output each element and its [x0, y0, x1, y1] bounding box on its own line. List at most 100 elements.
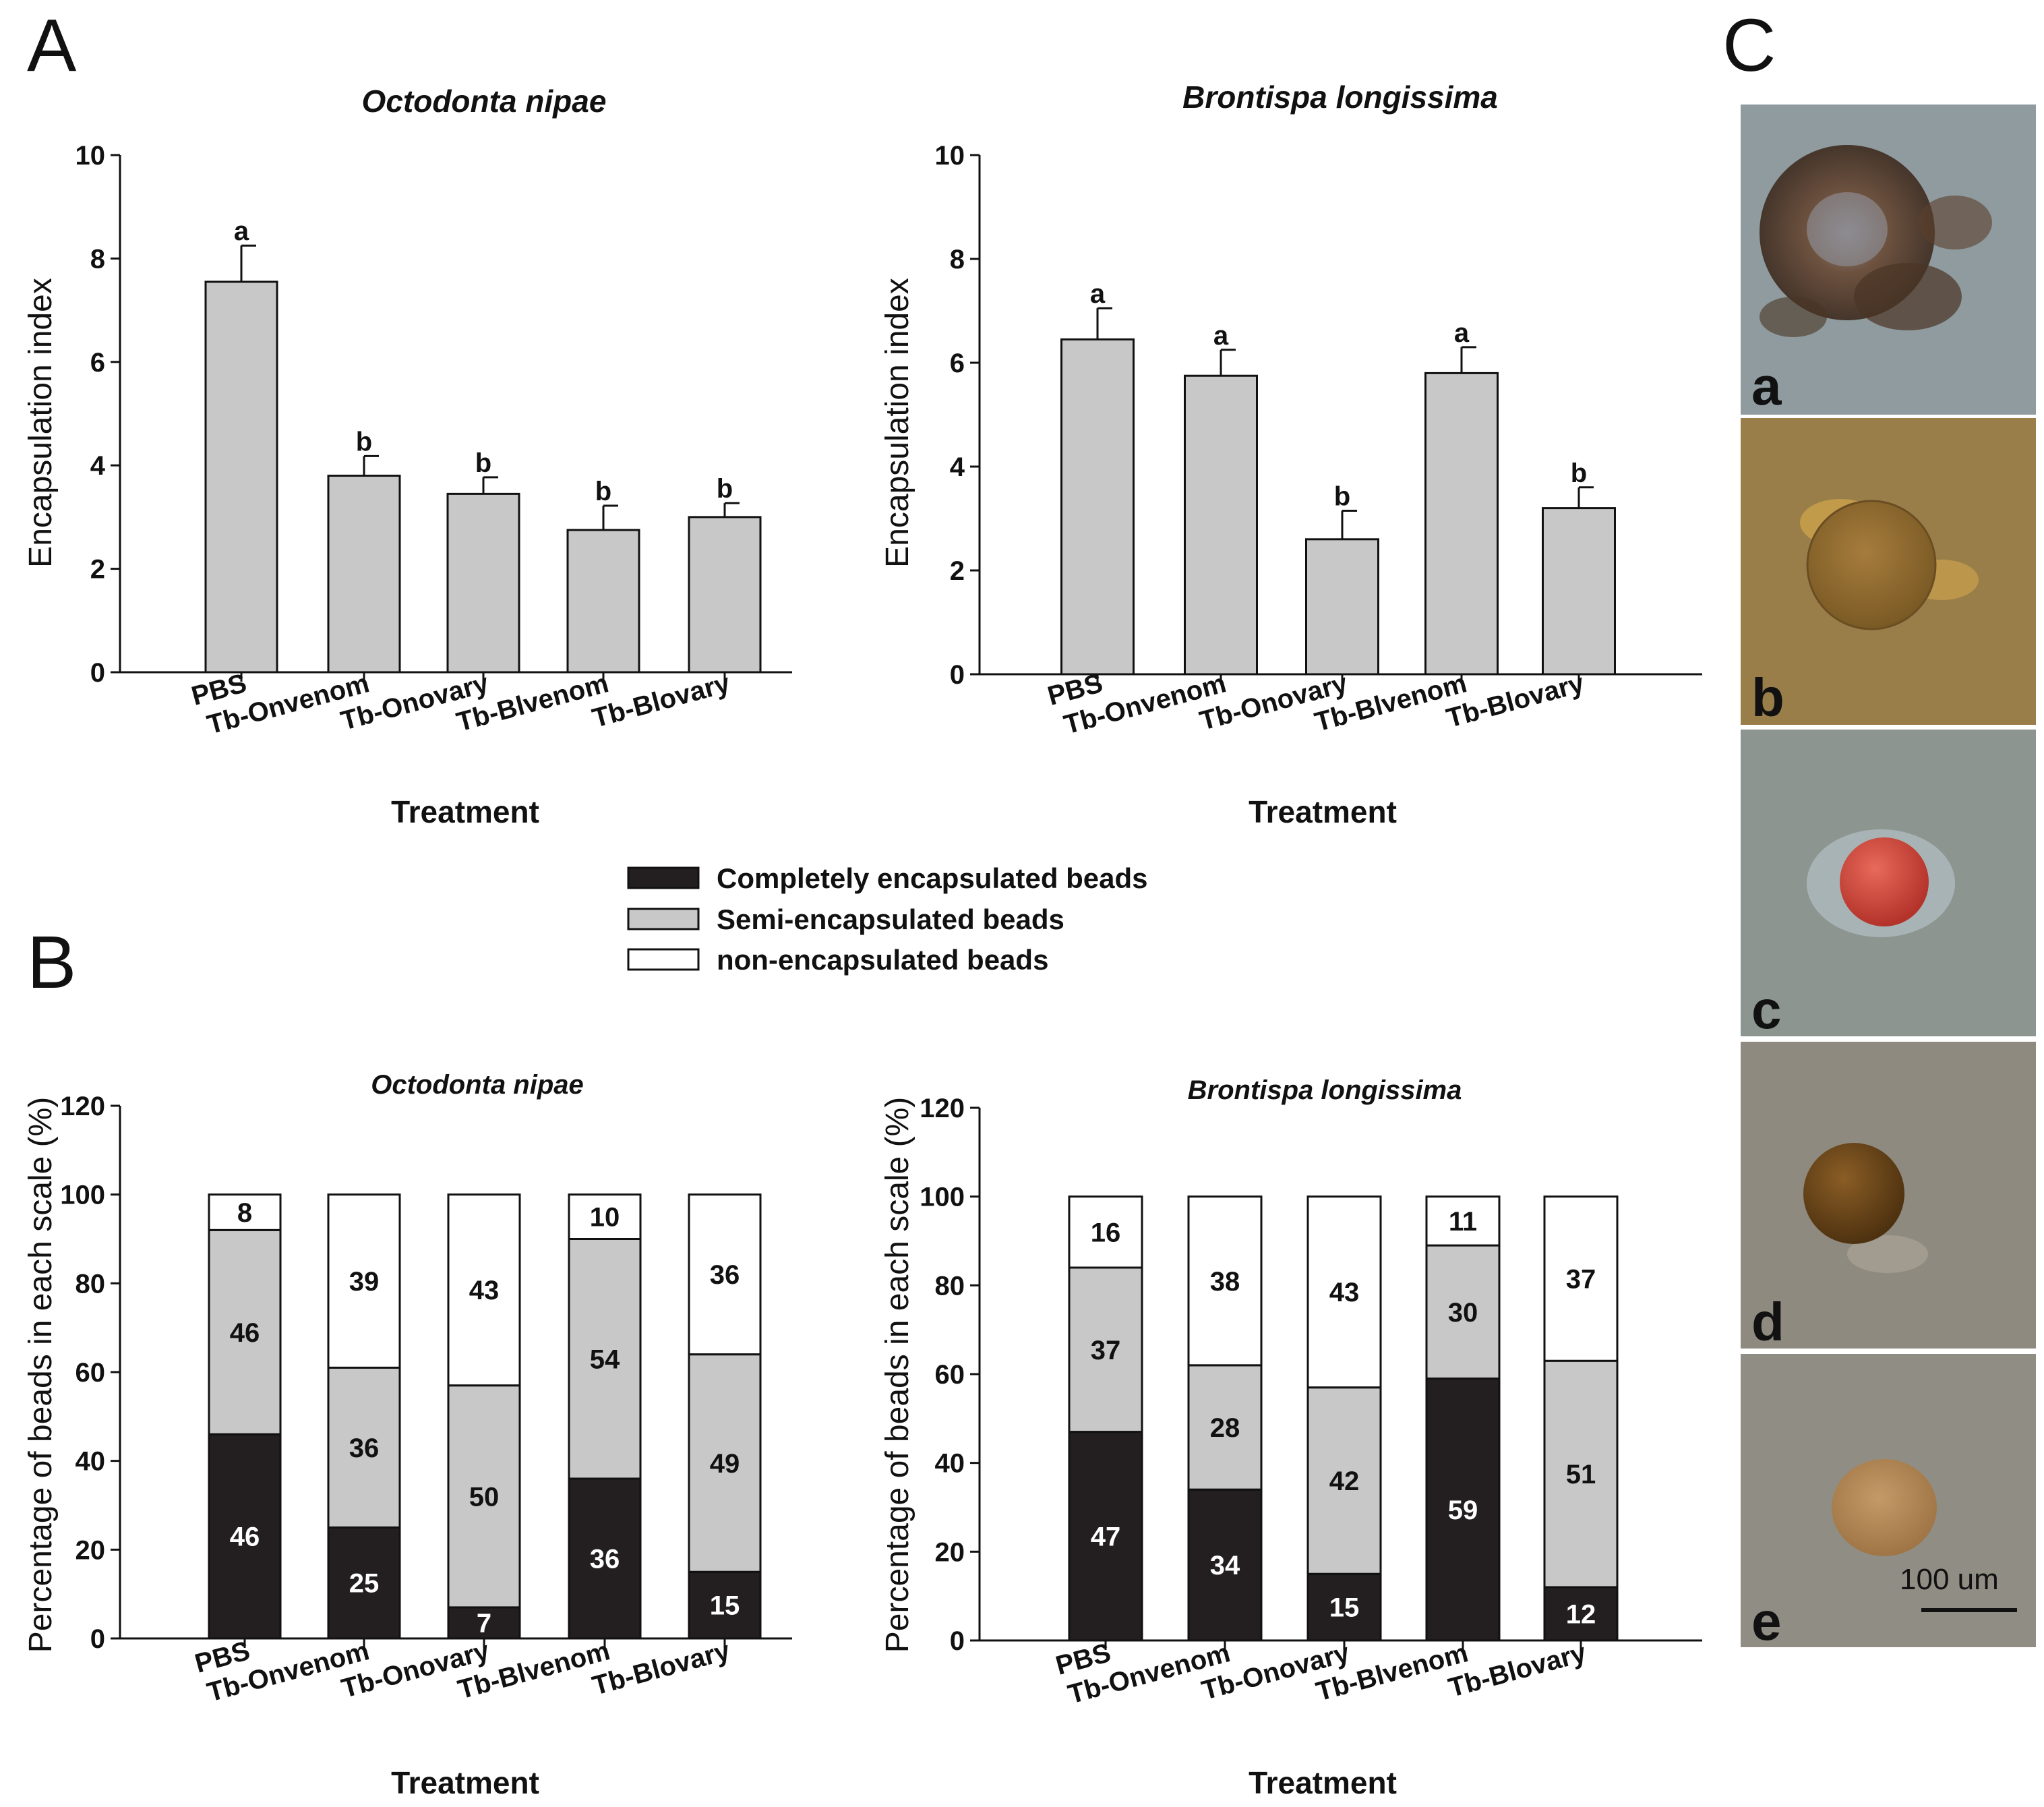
stacked-segment: [1425, 1378, 1501, 1642]
y-tick-label: 10: [76, 141, 106, 171]
x-axis-label: Treatment: [391, 1765, 539, 1800]
segment-label: 54: [590, 1344, 620, 1374]
micrograph-label-c: c: [1751, 980, 1782, 1040]
micrograph-c: c: [1741, 730, 2036, 1040]
legend-label-semi: Semi-encapsulated beads: [717, 904, 1064, 935]
y-tick-label: 0: [90, 658, 105, 688]
bar: [1424, 372, 1499, 676]
micrograph-label-a: a: [1751, 356, 1782, 416]
segment-label: 37: [1566, 1264, 1596, 1294]
y-tick-label: 10: [935, 141, 965, 171]
significance-label: b: [1334, 481, 1350, 511]
segment-label: 51: [1566, 1460, 1596, 1489]
stacked-segment: [1187, 1488, 1263, 1642]
y-axis-label: Percentage of beads in each scale (%): [23, 1097, 59, 1653]
legend-swatch-none: [627, 948, 700, 971]
legend: Completely encapsulated beads Semi-encap…: [627, 862, 1148, 976]
segment-label: 42: [1329, 1467, 1360, 1496]
y-tick-label: 4: [950, 452, 965, 482]
stacked-segment: [327, 1366, 401, 1529]
stacked-segment: [208, 1228, 282, 1435]
y-tick-label: 6: [90, 348, 105, 378]
micrograph-d: d: [1741, 1042, 2036, 1352]
bar: [566, 529, 640, 674]
segment-label: 38: [1210, 1267, 1240, 1297]
x-tick-label: Tb-Blovary: [1445, 1638, 1590, 1703]
stacked-segment: [688, 1353, 762, 1573]
segment-label: 11: [1449, 1207, 1477, 1237]
y-tick-label: 40: [76, 1447, 106, 1477]
segment-label: 36: [590, 1545, 620, 1574]
segment-label: 43: [1329, 1278, 1360, 1307]
stacked-segment: [1068, 1195, 1143, 1269]
bar: [1184, 374, 1258, 676]
x-axis-label: Treatment: [1249, 1765, 1397, 1800]
significance-label: b: [595, 477, 611, 506]
segment-label: 59: [1448, 1495, 1478, 1525]
chart-title: Octodonta nipae: [371, 1070, 584, 1100]
segment-label: 36: [349, 1433, 380, 1463]
micrograph-b: b: [1741, 418, 2036, 728]
x-tick-label: Tb-Blovary: [589, 668, 733, 734]
stacked-segment: [1425, 1195, 1501, 1247]
chart-b-brontispa: Brontispa longissima 0 20 40 60 80 100 120Perce…: [880, 1075, 1702, 1800]
segment-label: 25: [349, 1569, 380, 1599]
segment-label: 15: [710, 1591, 740, 1621]
stacked-segment: [1543, 1359, 1619, 1589]
segment-label: 46: [230, 1318, 260, 1348]
significance-label: b: [356, 427, 372, 456]
y-tick-label: 80: [935, 1271, 965, 1301]
stacked-segment: [688, 1193, 762, 1356]
significance-label: b: [1571, 458, 1587, 488]
segment-label: 47: [1091, 1522, 1121, 1551]
bar: [1060, 338, 1135, 676]
segment-label: 46: [230, 1522, 260, 1552]
y-tick-label: 0: [950, 1626, 965, 1656]
legend-label-none: non-encapsulated beads: [717, 944, 1048, 976]
x-tick-label: Tb-Blovary: [589, 1636, 733, 1701]
y-tick-label: 60: [76, 1358, 106, 1388]
stacked-segment: [1306, 1386, 1382, 1575]
micrograph-label-b: b: [1751, 668, 1784, 728]
segment-label: 30: [1448, 1298, 1478, 1328]
y-tick-label: 80: [76, 1269, 106, 1299]
x-tick-label: Tb-Blovary: [1443, 668, 1588, 734]
x-axis-label: Treatment: [391, 794, 539, 829]
micrograph-label-e: e: [1751, 1591, 1782, 1651]
y-tick-label: 120: [60, 1092, 105, 1121]
significance-label: a: [1090, 279, 1106, 309]
micrograph-e: 100 um e: [1741, 1354, 2036, 1651]
significance-label: b: [717, 474, 733, 504]
segment-label: 7: [477, 1609, 491, 1638]
segment-label: 8: [237, 1198, 252, 1228]
segment-label: 16: [1091, 1218, 1121, 1247]
stacked-segment: [208, 1193, 282, 1231]
panel-label-b: B: [27, 921, 76, 1004]
y-tick-label: 8: [950, 245, 965, 274]
segment-label: 37: [1091, 1336, 1121, 1365]
y-axis-label: Encapsulation index: [23, 278, 59, 568]
x-axis-label: Treatment: [1249, 794, 1397, 829]
segment-label: 36: [710, 1260, 740, 1290]
stacked-segment: [1187, 1364, 1263, 1491]
significance-label: a: [234, 216, 249, 246]
stacked-segment: [208, 1433, 282, 1640]
segment-label: 43: [469, 1276, 500, 1305]
stacked-segment: [568, 1193, 642, 1240]
y-tick-label: 60: [935, 1360, 965, 1390]
legend-label-complete: Completely encapsulated beads: [717, 862, 1148, 894]
y-tick-label: 100: [60, 1181, 105, 1210]
chart-a-octodonta: Octodonta nipae 0 2 4 6 8 10 Encapsulation inde…: [23, 84, 792, 829]
stacked-segment: [1306, 1195, 1382, 1389]
scale-bar-label: 100 um: [1900, 1563, 1999, 1596]
segment-label: 10: [590, 1203, 620, 1233]
panel-label-c: C: [1722, 4, 1776, 87]
y-tick-label: 8: [90, 244, 105, 274]
y-tick-label: 6: [950, 349, 965, 378]
segment-label: 50: [469, 1482, 500, 1512]
segment-label: 12: [1566, 1600, 1596, 1630]
y-tick-label: 40: [935, 1449, 965, 1479]
bar: [1542, 507, 1616, 676]
stacked-segment: [327, 1193, 401, 1369]
